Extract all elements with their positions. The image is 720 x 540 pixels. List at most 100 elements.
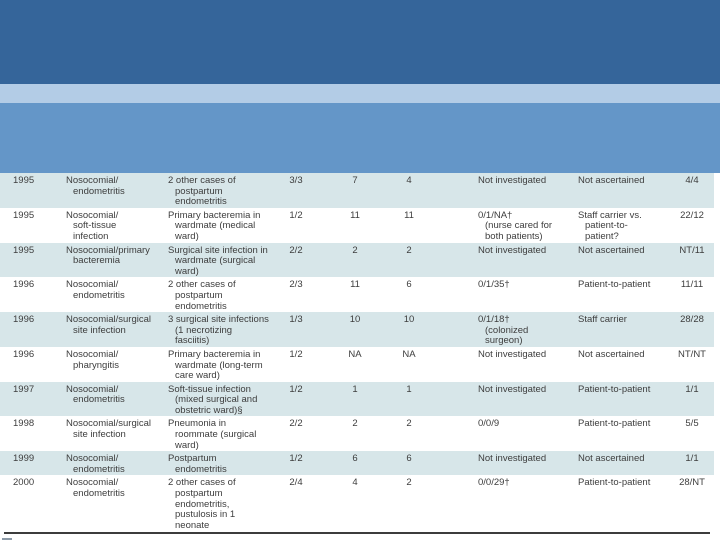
header-band-dark [0,0,720,84]
cell-year: 1996 [13,279,35,291]
table-row: 1995 Nosocomial/ soft-tissue infection P… [0,208,714,243]
cell-fraction: 1/2 [289,348,303,360]
table-row: 1996 Nosocomial/ endometritis 2 other ca… [0,277,714,312]
cell-transmission: Patient-to-patient [578,418,651,430]
cell-fraction: 2/2 [289,244,303,256]
cell-related-cases: 2 other cases of postpartum endometritis… [168,477,236,531]
cell-number-1: 11 [350,209,360,221]
cell-typing-ratio: 5/5 [685,418,699,430]
cell-typing-ratio: 4/4 [685,175,699,186]
cell-infection-type: Nosocomial/ endometritis [66,383,125,406]
cell-infection-type: Nosocomial/ endometritis [66,453,125,475]
cell-transmission: Not ascertained [578,244,645,256]
cell-related-cases: 2 other cases of postpartum endometritis [168,279,236,312]
cell-year: 1996 [13,314,35,326]
cell-typing-ratio: 28/NT [679,477,705,489]
cell-investigation: Not investigated [478,453,547,465]
cell-transmission: Not ascertained [578,175,645,186]
cell-typing-ratio: NT/11 [679,244,705,256]
cell-year: 1995 [13,244,35,256]
cell-transmission: Staff carrier vs. patient-to- patient? [578,209,642,242]
cell-number-1: 6 [352,453,358,465]
cell-infection-type: Nosocomial/surgical site infection [66,418,152,441]
cell-year: 1996 [13,348,35,360]
cell-infection-type: Nosocomial/primary bacteremia [66,244,150,267]
cell-number-2: 2 [406,477,412,489]
cell-fraction: 2/4 [289,477,303,489]
header-band-medium [0,103,720,173]
table-row: 1995 Nosocomial/primary bacteremia Surgi… [0,242,714,278]
cell-transmission: Not ascertained [578,453,645,465]
cell-number-1: 2 [352,244,358,256]
table-row: 1996 Nosocomial/surgical site infection … [0,312,714,347]
table-row: 1996 Nosocomial/ pharyngitis Primary bac… [0,347,714,382]
cell-investigation: Not investigated [478,383,547,395]
cell-investigation: Not investigated [478,348,547,360]
cell-infection-type: Nosocomial/ pharyngitis [66,348,119,371]
cell-year: 2000 [13,477,35,489]
cell-typing-ratio: 22/12 [680,209,704,221]
cell-related-cases: Primary bacteremia in wardmate (long-ter… [168,348,263,382]
cell-number-2: NA [402,348,416,360]
cell-transmission: Patient-to-patient [578,279,651,291]
cell-infection-type: Nosocomial/surgical site infection [66,314,152,336]
cell-number-1: 2 [352,418,358,430]
footer-tick [2,538,12,540]
cell-year: 1998 [13,418,35,430]
cell-fraction: 1/2 [289,383,303,395]
cell-number-2: 10 [403,314,415,326]
table-row: 1999 Nosocomial/ endometritis Postpartum… [0,451,714,476]
cell-related-cases: Primary bacteremia in wardmate (medical … [168,209,261,242]
cell-fraction: 2/2 [289,418,303,430]
cell-typing-ratio: NT/NT [678,348,706,360]
cell-number-2: 1 [406,383,412,395]
cell-infection-type: Nosocomial/ endometritis [66,279,125,301]
cell-year: 1997 [13,383,35,395]
cell-transmission: Not ascertained [578,348,645,360]
cell-number-1: 4 [352,477,358,489]
cell-investigation: Not investigated [478,175,547,186]
cell-number-2: 11 [404,209,414,221]
cell-number-2: 4 [406,175,412,186]
table-row: 1997 Nosocomial/ endometritis Soft-tissu… [0,381,714,417]
cell-related-cases: Pneumonia in roommate (surgical ward) [168,418,257,451]
cell-number-1: 10 [349,314,361,326]
header-band-light [0,84,720,103]
cell-fraction: 2/3 [289,279,303,291]
cell-infection-type: Nosocomial/ endometritis [66,477,125,500]
cell-typing-ratio: 28/28 [680,314,704,326]
cell-typing-ratio: 11/11 [680,279,704,291]
cell-related-cases: Surgical site infection in wardmate (sur… [168,244,268,277]
table-row: 1998 Nosocomial/surgical site infection … [0,416,714,451]
cell-number-1: NA [348,348,362,360]
cell-investigation: 0/0/9 [478,418,500,430]
cell-number-2: 2 [406,244,412,256]
cell-fraction: 1/2 [289,453,303,465]
cell-year: 1995 [13,209,35,221]
table-row: 1995 Nosocomial/ endometritis 2 other ca… [0,173,714,208]
cell-transmission: Patient-to-patient [578,477,651,489]
cell-related-cases: 2 other cases of postpartum endometritis [168,175,236,208]
cell-infection-type: Nosocomial/ endometritis [66,175,125,197]
cell-fraction: 3/3 [289,175,303,186]
cell-related-cases: Postpartum endometritis [168,453,227,475]
cell-investigation: 0/0/29† [478,477,510,489]
cell-related-cases: Soft-tissue infection (mixed surgical an… [168,383,258,416]
cell-number-2: 2 [406,418,412,430]
cell-investigation: 0/1/35† [478,279,510,291]
cell-typing-ratio: 1/1 [685,383,699,395]
cell-transmission: Staff carrier [578,314,627,326]
cell-investigation: 0/1/18† (colonized surgeon) [478,314,529,347]
cell-year: 1999 [13,453,35,465]
cell-number-1: 11 [350,279,360,291]
cell-investigation: 0/1/NA† (nurse cared for both patients) [478,209,553,242]
table-bottom-rule [4,532,710,535]
cell-number-1: 1 [352,383,358,395]
infection-table-body: 1995 Nosocomial/ endometritis 2 other ca… [0,173,714,531]
cell-typing-ratio: 1/1 [685,453,699,465]
cell-number-1: 7 [352,175,358,186]
cell-investigation: Not investigated [478,244,547,256]
cell-transmission: Patient-to-patient [578,383,651,395]
cell-fraction: 1/2 [289,209,303,221]
cell-year: 1995 [13,175,35,186]
